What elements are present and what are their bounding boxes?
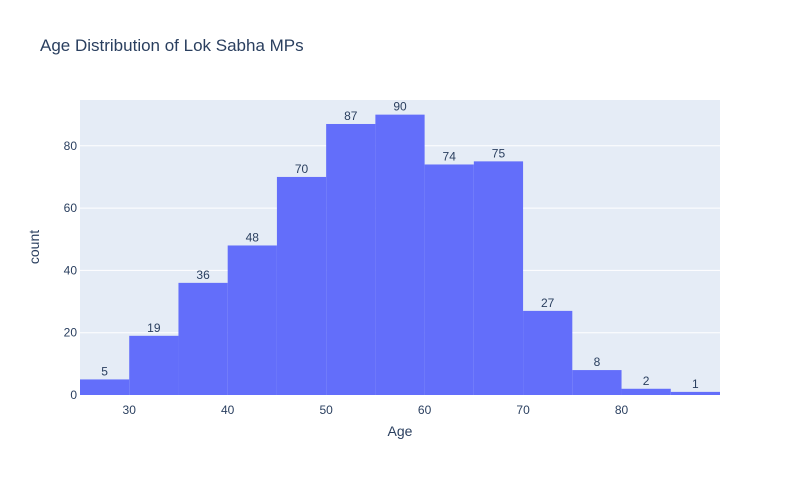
x-tick-label: 40 [221, 403, 235, 417]
y-tick-label: 20 [64, 326, 78, 340]
bar-value-label: 8 [594, 355, 601, 369]
x-tick-label: 60 [418, 403, 432, 417]
histogram-bar [326, 123, 376, 396]
histogram-bar [670, 391, 720, 395]
histogram-bar [178, 282, 228, 395]
histogram-bar [276, 176, 327, 395]
histogram-bar [80, 379, 130, 395]
histogram-bar [375, 114, 425, 396]
histogram-bar [424, 164, 474, 395]
histogram-bar [129, 335, 179, 395]
y-tick-label: 80 [64, 139, 78, 153]
histogram-bar [523, 310, 573, 395]
x-axis-ticks: 30 40 50 60 70 80 [123, 403, 629, 417]
y-tick-label: 0 [70, 388, 77, 402]
bar-value-label: 5 [101, 364, 108, 378]
y-tick-label: 40 [64, 263, 78, 277]
bar-value-label: 36 [196, 268, 210, 282]
bar-value-label: 27 [541, 296, 555, 310]
bar-labels: 5 19 36 48 70 87 90 74 75 27 8 2 1 [101, 100, 699, 391]
histogram-bar [473, 161, 524, 395]
bar-value-label: 2 [643, 374, 650, 388]
x-axis-label: Age [388, 423, 413, 439]
x-tick-label: 30 [123, 403, 137, 417]
histogram-bar [572, 370, 622, 395]
histogram-bar [227, 245, 277, 395]
bars [80, 114, 720, 396]
bar-value-label: 90 [393, 100, 407, 114]
y-tick-label: 60 [64, 201, 78, 215]
x-tick-label: 80 [615, 403, 629, 417]
bar-value-label: 87 [344, 109, 358, 123]
bar-value-label: 1 [692, 377, 699, 391]
histogram-bar [621, 388, 671, 395]
bar-value-label: 19 [147, 321, 161, 335]
x-tick-label: 70 [516, 403, 530, 417]
y-axis-ticks: 0 20 40 60 80 [64, 139, 78, 402]
bar-value-label: 74 [443, 149, 457, 163]
chart-title: Age Distribution of Lok Sabha MPs [40, 36, 304, 55]
bar-value-label: 48 [246, 230, 260, 244]
x-tick-label: 50 [319, 403, 333, 417]
bar-value-label: 70 [295, 162, 309, 176]
bar-value-label: 75 [492, 146, 506, 160]
y-axis-label: count [26, 230, 42, 264]
